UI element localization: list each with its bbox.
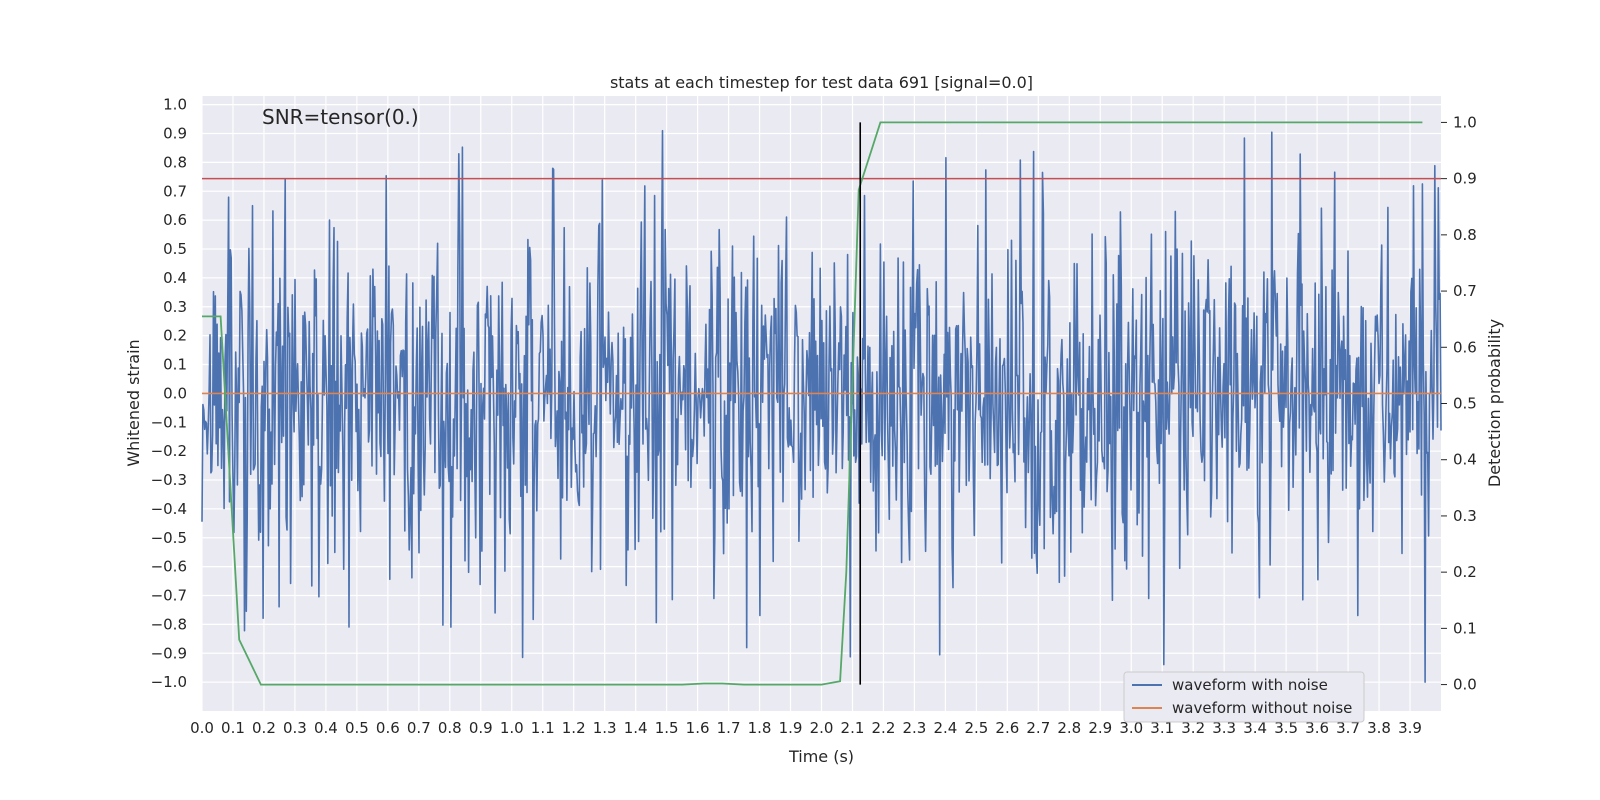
x-tick-label: 3.4 <box>1243 719 1267 737</box>
x-tick-label: 3.6 <box>1305 719 1329 737</box>
x-tick-label: 2.7 <box>1026 719 1050 737</box>
y2-tick-label: 0.9 <box>1453 170 1477 188</box>
x-tick-label: 2.1 <box>841 719 865 737</box>
x-tick-label: 1.3 <box>593 719 617 737</box>
overlay-layer <box>202 121 1441 686</box>
x-tick-label: 0.8 <box>438 719 462 737</box>
x-tick-label: 0.5 <box>345 719 369 737</box>
y2-tick-label: 0.1 <box>1453 619 1477 637</box>
x-tick-label: 2.8 <box>1057 719 1081 737</box>
x-tick-label: 1.9 <box>779 719 803 737</box>
x-tick-label: 3.5 <box>1274 719 1298 737</box>
y-tick-label: 0.9 <box>163 125 187 143</box>
x-tick-label: 1.2 <box>562 719 586 737</box>
y-tick-label: −0.6 <box>151 558 187 576</box>
x-tick-label: 1.6 <box>686 719 710 737</box>
detection-probability-line <box>202 121 1423 686</box>
y-tick-label: −1.0 <box>151 673 187 691</box>
x-tick-label: 1.5 <box>655 719 679 737</box>
y-tick-label: 0.1 <box>163 356 187 374</box>
x-tick-label: 2.5 <box>964 719 988 737</box>
y-tick-label: 0.6 <box>163 211 187 229</box>
legend-box <box>1123 671 1365 723</box>
x-tick-label: 3.8 <box>1367 719 1391 737</box>
y2-tick-label: 0.7 <box>1453 282 1477 300</box>
y-tick-label: −0.1 <box>151 413 187 431</box>
x-tick-label: 1.7 <box>717 719 741 737</box>
x-tick-label: 3.7 <box>1336 719 1360 737</box>
y-tick-label: −0.2 <box>151 442 187 460</box>
x-tick-label: 3.9 <box>1398 719 1422 737</box>
x-tick-label: 3.1 <box>1150 719 1174 737</box>
legend-label-clean: waveform without noise <box>1172 699 1352 717</box>
snr-annotation: SNR=tensor(0.) <box>262 105 419 129</box>
y-tick-label: 0.2 <box>163 327 187 345</box>
y-tick-label: −0.5 <box>151 529 187 547</box>
y-axis-label: Whitened strain <box>124 339 143 466</box>
x-tick-label: 0.6 <box>376 719 400 737</box>
chart-title: stats at each timestep for test data 691… <box>610 73 1033 92</box>
y-tick-labels: 1.0 0.9 0.8 0.7 0.6 0.5 0.4 0.3 0.2 0.1 0.0 −0.1 −0.… <box>151 96 187 691</box>
y-tick-label: −0.9 <box>151 644 187 662</box>
y-tick-label: 0.7 <box>163 182 187 200</box>
y2-tick-label: 0.5 <box>1453 395 1477 413</box>
y-tick-label: 0.5 <box>163 240 187 258</box>
y-tick-label: −0.4 <box>151 500 187 518</box>
y-tick-label: 0.4 <box>163 269 187 287</box>
y2-tick-label: 0.4 <box>1453 451 1477 469</box>
x-tick-label: 2.6 <box>995 719 1019 737</box>
x-tick-label: 3.2 <box>1181 719 1205 737</box>
legend: waveform with noise waveform without noi… <box>1123 671 1365 723</box>
y2-tick-label: 1.0 <box>1453 113 1477 131</box>
noise-series-layer <box>201 129 1442 683</box>
series-waveform-with-noise <box>201 129 1442 683</box>
y2-tick-label: 0.3 <box>1453 507 1477 525</box>
x-tick-label: 1.8 <box>748 719 772 737</box>
x-tick-label: 1.1 <box>531 719 555 737</box>
x-tick-label: 0.0 <box>190 719 214 737</box>
y-tick-label: 0.3 <box>163 298 187 316</box>
y2-tick-label: 0.2 <box>1453 563 1477 581</box>
x-tick-label: 0.7 <box>407 719 431 737</box>
y-tick-label: −0.3 <box>151 471 187 489</box>
x-tick-label: 2.3 <box>902 719 926 737</box>
x-tick-label: 0.4 <box>314 719 338 737</box>
x-tick-label: 2.4 <box>933 719 957 737</box>
y-tick-label: 0.8 <box>163 153 187 171</box>
y-tick-label: −0.8 <box>151 615 187 633</box>
y-tick-label: −0.7 <box>151 587 187 605</box>
x-tick-label: 3.3 <box>1212 719 1236 737</box>
x-tick-label: 0.2 <box>252 719 276 737</box>
x-tick-label: 1.0 <box>500 719 524 737</box>
x-axis-label: Time (s) <box>788 747 854 766</box>
x-tick-label: 0.3 <box>283 719 307 737</box>
x-tick-label: 1.4 <box>624 719 648 737</box>
x-tick-label: 2.2 <box>872 719 896 737</box>
x-tick-label: 0.9 <box>469 719 493 737</box>
y2-axis-label: Detection probability <box>1485 319 1504 487</box>
x-tick-label: 2.0 <box>810 719 834 737</box>
y2-tick-labels: 1.0 0.9 0.8 0.7 0.6 0.5 0.4 0.3 0.2 0.1 0.0 <box>1441 113 1477 694</box>
x-tick-labels: 0.0 0.1 0.2 0.3 0.4 0.5 0.6 0.7 0.8 0.9 1.0 1.1 1.2 1… <box>190 719 1422 737</box>
y-tick-label: 0.0 <box>163 384 187 402</box>
x-tick-label: 2.9 <box>1088 719 1112 737</box>
y-tick-label: 1.0 <box>163 96 187 114</box>
y2-tick-label: 0.6 <box>1453 338 1477 356</box>
y2-tick-label: 0.0 <box>1453 676 1477 694</box>
x-tick-label: 0.1 <box>221 719 245 737</box>
legend-label-noise: waveform with noise <box>1172 676 1328 694</box>
y2-tick-label: 0.8 <box>1453 226 1477 244</box>
x-tick-label: 3.0 <box>1119 719 1143 737</box>
